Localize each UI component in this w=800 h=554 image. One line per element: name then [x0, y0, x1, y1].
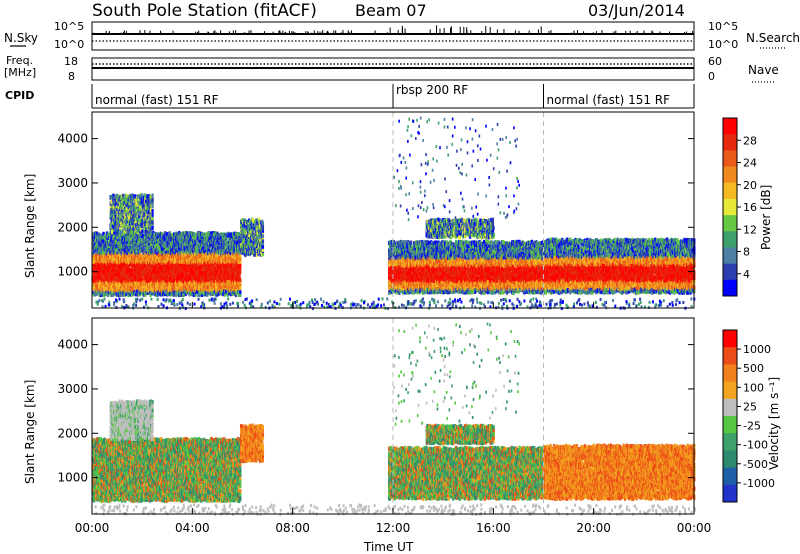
nsky-axis-top-left: 10^5 — [54, 20, 84, 33]
echo-cell — [238, 232, 240, 236]
cpid-mode-label: rbsp 200 RF — [396, 83, 468, 97]
echo-cell — [151, 216, 153, 220]
echo-cell — [151, 194, 153, 198]
freq-axis-bottom: 8 — [68, 70, 75, 83]
nsky-trace — [92, 25, 694, 41]
nsky-panel: N.Sky 10^5 10^0 10^5 10^0 N.Search — [4, 20, 800, 51]
cpid-mode-label: normal (fast) 151 RF — [95, 93, 219, 107]
nave-axis-bottom: 0 — [708, 70, 715, 83]
echo-cell — [151, 226, 153, 230]
cpid-mode-label: normal (fast) 151 RF — [547, 93, 671, 107]
nsky-axis-bottom-right: 10^0 — [708, 38, 738, 51]
freq-panel: Freq. [MHz] 18 8 60 0 Nave — [4, 54, 779, 83]
cpid-segments: normal (fast) 151 RF rbsp 200 RF normal (f… — [95, 83, 670, 108]
cpid-label: CPID — [5, 89, 34, 102]
station-title: South Pole Station (fitACF) — [92, 1, 317, 21]
date-title: 03/Jun/2014 — [588, 1, 685, 20]
echo-cell — [239, 290, 241, 294]
echo-cell — [141, 229, 143, 233]
echo-cell — [239, 278, 241, 282]
nsky-axis-bottom-left: 10^0 — [54, 38, 84, 51]
nave-label: Nave — [748, 63, 779, 77]
echo-cell — [151, 220, 153, 224]
nsky-axis-top-right: 10^5 — [708, 20, 738, 33]
echo-cell — [151, 198, 153, 202]
echo-cell — [128, 240, 130, 244]
power-echoes — [92, 117, 695, 310]
freq-unit: [MHz] — [4, 66, 36, 79]
nave-axis-top: 60 — [708, 55, 722, 68]
echo-cell — [151, 209, 153, 213]
nsky-frame — [92, 22, 694, 50]
nsearch-label: N.Search — [746, 31, 800, 45]
nsky-label: N.Sky — [4, 31, 38, 45]
echo-cell — [120, 231, 122, 235]
echo-cell — [151, 213, 153, 217]
beam-title: Beam 07 — [355, 1, 427, 20]
freq-axis-top: 18 — [64, 55, 78, 68]
